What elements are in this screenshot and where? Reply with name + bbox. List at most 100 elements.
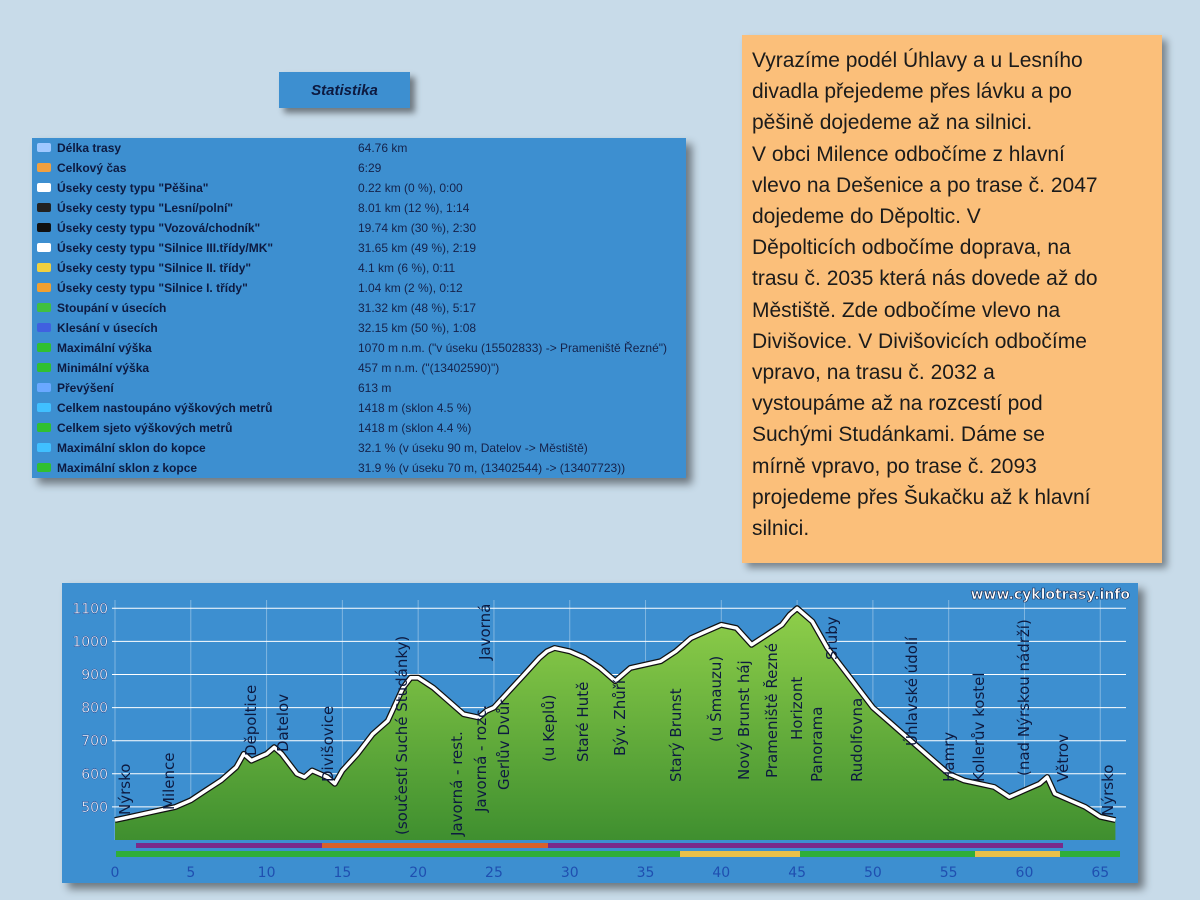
x-tick-label: 15 xyxy=(333,865,351,881)
row-label: Celkem sjeto výškových metrů xyxy=(57,421,233,435)
statistics-row: Celkový čas 6:29 xyxy=(32,158,686,178)
row-label: Úseky cesty typu "Silnice I. třídy" xyxy=(57,281,248,295)
statistics-row: Převýšení 613 m xyxy=(32,378,686,398)
y-tick-label: 600 xyxy=(81,767,108,783)
x-tick-label: 50 xyxy=(864,865,882,881)
description-line: divadla přejedeme přes lávku a po xyxy=(752,80,1072,104)
description-line: dojedeme do Děpoltic. V xyxy=(752,205,981,229)
place-label: Javorná xyxy=(476,604,494,661)
y-tick-label: 500 xyxy=(81,800,108,816)
row-label: Úseky cesty typu "Vozová/chodník" xyxy=(57,221,261,235)
statistics-row: Stoupání v úsecích 31.32 km (48 %), 5:17 xyxy=(32,298,686,318)
row-icon xyxy=(37,403,51,412)
statistics-row: Celkem sjeto výškových metrů 1418 m (sklo… xyxy=(32,418,686,438)
statistics-row: Délka trasy 64.76 km xyxy=(32,138,686,158)
description-line: projedeme přes Šukačku až k hlavní xyxy=(752,485,1091,509)
x-tick-label: 40 xyxy=(712,865,730,881)
row-icon xyxy=(37,323,51,332)
row-label: Klesání v úsecích xyxy=(57,321,158,335)
statistics-row: Maximální sklon do kopce 32.1 % (v úseku … xyxy=(32,438,686,458)
row-icon xyxy=(37,443,51,452)
place-label: Děpoltice xyxy=(242,685,260,756)
row-value: 32.1 % (v úseku 90 m, Datelov -> Městišt… xyxy=(358,441,588,455)
row-label: Stoupání v úsecích xyxy=(57,301,167,315)
description-line: vlevo na Dešenice a po trase č. 2047 xyxy=(752,173,1098,197)
place-label: Panorama xyxy=(808,707,826,782)
place-label: Divišovice xyxy=(319,706,337,782)
row-value: 1070 m n.m. ("v úseku (15502833) -> Pram… xyxy=(358,341,667,355)
row-icon xyxy=(37,303,51,312)
description-line: Děpolticích odbočíme doprava, na xyxy=(752,236,1071,260)
row-label: Maximální výška xyxy=(57,341,152,355)
watermark: www.cyklotrasy.info xyxy=(971,587,1131,603)
elevation-area xyxy=(115,608,1116,840)
row-icon xyxy=(37,243,51,252)
description-line: mírně vpravo, po trase č. 2093 xyxy=(752,454,1037,478)
place-label: Býv. Zhůří xyxy=(611,679,629,756)
description-line: pěšině dojedeme až na silnici. xyxy=(752,111,1033,135)
description-line: vpravo, na trasu č. 2032 a xyxy=(752,361,995,385)
row-icon xyxy=(37,223,51,232)
statistics-row: Úseky cesty typu "Silnice III.třídy/MK" 3… xyxy=(32,238,686,258)
y-tick-label: 800 xyxy=(81,701,108,717)
statistics-row: Minimální výška 457 m n.m. ("(13402590)") xyxy=(32,358,686,378)
description: Vyrazíme podél Úhlavy a u Lesního divadla… xyxy=(742,35,1162,563)
description-line: Městiště. Zde odbočíme vlevo na xyxy=(752,298,1061,322)
row-value: 8.01 km (12 %), 1:14 xyxy=(358,201,470,215)
row-value: 1.04 km (2 %), 0:12 xyxy=(358,281,463,295)
x-tick-label: 35 xyxy=(637,865,655,881)
row-icon xyxy=(37,283,51,292)
place-label: Větrov xyxy=(1054,734,1072,782)
route-line xyxy=(114,606,1116,822)
row-value: 1418 m (sklon 4.5 %) xyxy=(358,401,472,415)
row-value: 0.22 km (0 %), 0:00 xyxy=(358,181,463,195)
row-icon xyxy=(37,263,51,272)
place-label: Datelov xyxy=(274,694,292,752)
row-value: 613 m xyxy=(358,381,392,395)
place-label: Hamry xyxy=(940,732,958,782)
elevation-chart: 500 600 700 800 900 1000 1100 0 5 10 15 20 25 30 35 40 4… xyxy=(62,583,1138,883)
statistics-row: Úseky cesty typu "Silnice II. třídy" 4.1 … xyxy=(32,258,686,278)
statistics-row: Maximální výška 1070 m n.m. ("v úseku (15… xyxy=(32,338,686,358)
description-line: trasu č. 2035 která nás dovede až do xyxy=(752,267,1098,291)
statistics-row: Úseky cesty typu "Lesní/polní" 8.01 km (1… xyxy=(32,198,686,218)
statistics-table: Délka trasy 64.76 km Celkový čas 6:29 Úseky … xyxy=(32,138,686,478)
surface-band xyxy=(322,843,548,848)
row-label: Úseky cesty typu "Silnice II. třídy" xyxy=(57,261,252,275)
y-tick-label: 900 xyxy=(81,667,108,683)
statistics-title: Statistika xyxy=(279,72,410,108)
row-label: Délka trasy xyxy=(57,141,122,155)
x-tick-label: 20 xyxy=(409,865,427,881)
place-label: Javorná - rest. xyxy=(448,731,466,837)
x-tick-label: 65 xyxy=(1091,865,1109,881)
place-label: Javorná - rozc. xyxy=(472,705,490,813)
row-value: 4.1 km (6 %), 0:11 xyxy=(358,261,456,275)
row-icon xyxy=(37,363,51,372)
place-label: (součestí Suché Studánky) xyxy=(393,636,411,835)
row-label: Celkový čas xyxy=(57,161,127,175)
row-label: Úseky cesty typu "Silnice III.třídy/MK" xyxy=(57,241,274,255)
row-value: 31.32 km (48 %), 5:17 xyxy=(358,301,477,315)
row-label: Převýšení xyxy=(57,381,114,395)
row-value: 32.15 km (50 %), 1:08 xyxy=(358,321,477,335)
place-label: Milence xyxy=(160,753,178,811)
row-label: Minimální výška xyxy=(57,361,150,375)
row-label: Úseky cesty typu "Lesní/polní" xyxy=(57,201,234,215)
row-value: 6:29 xyxy=(358,161,382,175)
x-tick-label: 60 xyxy=(1016,865,1034,881)
y-tick-label: 700 xyxy=(81,734,108,750)
statistics-row: Úseky cesty typu "Silnice I. třídy" 1.04 … xyxy=(32,278,686,298)
statistics-row: Maximální sklon z kopce 31.9 % (v úseku 7… xyxy=(32,458,686,478)
row-value: 457 m n.m. ("(13402590)") xyxy=(358,361,500,375)
statistics-row: Klesání v úsecích 32.15 km (50 %), 1:08 xyxy=(32,318,686,338)
row-icon xyxy=(37,203,51,212)
x-tick-label: 10 xyxy=(258,865,276,881)
place-label: Kollerův kostel xyxy=(970,672,988,782)
surface-band xyxy=(975,851,1060,857)
description-line: V obci Milence odbočíme z hlavní xyxy=(752,142,1065,166)
description-line: Vyrazíme podél Úhlavy a u Lesního xyxy=(752,49,1083,72)
statistics-row: Úseky cesty typu "Pěšina" 0.22 km (0 %), … xyxy=(32,178,686,198)
row-label: Celkem nastoupáno výškových metrů xyxy=(57,401,273,415)
surface-band xyxy=(116,851,1120,857)
place-label: (u Šmauzu) xyxy=(706,656,725,742)
